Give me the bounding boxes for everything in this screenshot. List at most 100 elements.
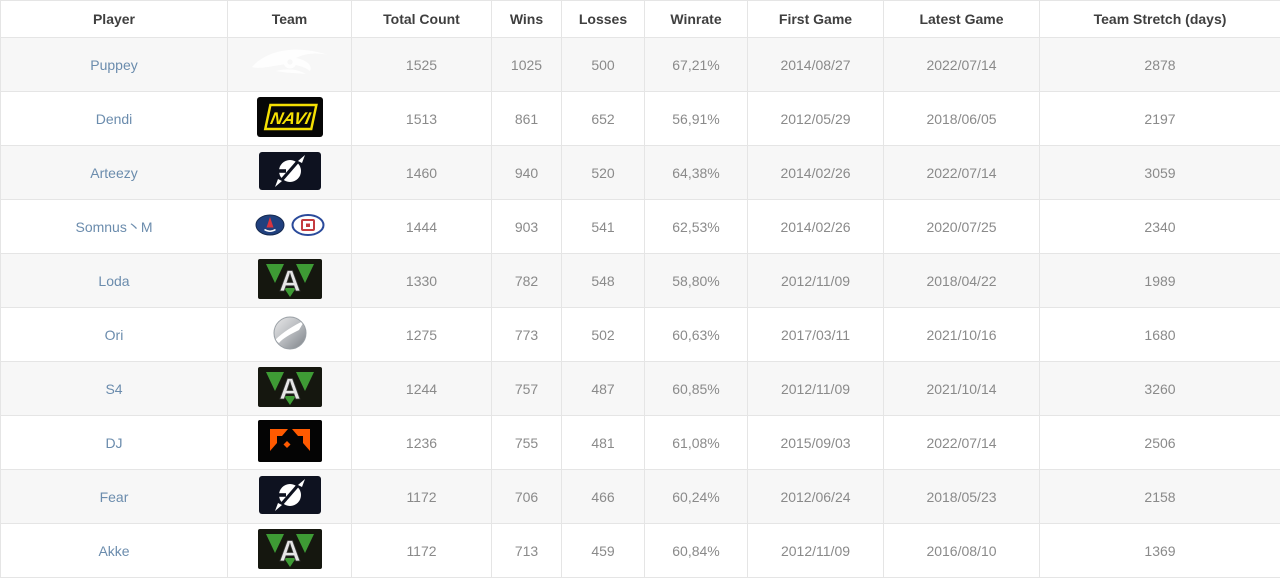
first-game-cell: 2014/02/26 — [747, 199, 884, 254]
wins-cell: 940 — [491, 145, 562, 200]
team-stretch-cell: 3059 — [1039, 145, 1280, 200]
player-cell: Puppey — [0, 37, 228, 92]
total-count-cell: 1236 — [351, 415, 492, 470]
losses-cell: 502 — [561, 307, 645, 362]
latest-game-cell: 2018/04/22 — [883, 253, 1040, 308]
first-game-cell: 2012/11/09 — [747, 253, 884, 308]
table-row: Ori 1275 773 502 60,63% 2017/03/11 2021/… — [0, 307, 1280, 362]
total-count-cell: 1172 — [351, 523, 492, 578]
first-game-cell: 2014/02/26 — [747, 145, 884, 200]
player-link[interactable]: Loda — [98, 272, 130, 289]
column-header-losses: Losses — [561, 0, 645, 38]
team-stretch-cell: 2878 — [1039, 37, 1280, 92]
wins-cell: 1025 — [491, 37, 562, 92]
team-cell: NAVI — [227, 91, 352, 146]
column-header-team-stretch: Team Stretch (days) — [1039, 0, 1280, 38]
latest-game-cell: 2022/07/14 — [883, 37, 1040, 92]
player-link[interactable]: Somnus丶M — [75, 218, 153, 235]
total-count-cell: 1460 — [351, 145, 492, 200]
winrate-cell: 58,80% — [644, 253, 748, 308]
psg-lgd-logo — [255, 214, 325, 236]
latest-game-cell: 2022/07/14 — [883, 415, 1040, 470]
wins-cell: 861 — [491, 91, 562, 146]
player-cell: Fear — [0, 469, 228, 524]
player-cell: Akke — [0, 523, 228, 578]
player-cell: Loda — [0, 253, 228, 308]
player-link[interactable]: Fear — [99, 488, 129, 505]
team-stretch-cell: 2158 — [1039, 469, 1280, 524]
team-stretch-cell: 2506 — [1039, 415, 1280, 470]
first-game-cell: 2015/09/03 — [747, 415, 884, 470]
table-row: S4 A 1244 757 487 60,85% 2012/11/09 2021… — [0, 361, 1280, 416]
player-link[interactable]: DJ — [105, 434, 123, 451]
latest-game-cell: 2020/07/25 — [883, 199, 1040, 254]
latest-game-cell: 2016/08/10 — [883, 523, 1040, 578]
table-row: Arteezy 1460 940 520 64,38% 2014/02/26 2… — [0, 145, 1280, 200]
team-stretch-cell: 1680 — [1039, 307, 1280, 362]
losses-cell: 481 — [561, 415, 645, 470]
player-link[interactable]: S4 — [105, 380, 123, 397]
winrate-cell: 67,21% — [644, 37, 748, 92]
player-link[interactable]: Ori — [104, 326, 124, 343]
team-cell — [227, 145, 352, 200]
total-count-cell: 1525 — [351, 37, 492, 92]
svg-text:A: A — [279, 535, 301, 568]
column-header-total-count: Total Count — [351, 0, 492, 38]
losses-cell: 652 — [561, 91, 645, 146]
alliance-logo: A — [257, 529, 322, 569]
team-cell — [227, 307, 352, 362]
player-cell: Dendi — [0, 91, 228, 146]
table-row: Puppey 1525 1025 500 67,21% 2014/08/27 2… — [0, 37, 1280, 92]
player-link[interactable]: Dendi — [95, 110, 133, 127]
latest-game-cell: 2018/06/05 — [883, 91, 1040, 146]
column-header-first-game: First Game — [747, 0, 884, 38]
alliance-logo: A — [257, 367, 322, 407]
team-stretch-cell: 2340 — [1039, 199, 1280, 254]
wins-cell: 713 — [491, 523, 562, 578]
latest-game-cell: 2018/05/23 — [883, 469, 1040, 524]
team-cell — [227, 199, 352, 254]
player-link[interactable]: Arteezy — [90, 164, 138, 181]
player-link[interactable]: Akke — [98, 542, 130, 559]
latest-game-cell: 2021/10/16 — [883, 307, 1040, 362]
vici-gaming-logo — [271, 314, 309, 352]
player-link[interactable]: Puppey — [90, 56, 138, 73]
first-game-cell: 2012/11/09 — [747, 361, 884, 416]
table-row: Loda A 1330 782 548 58,80% 2012/11/09 20… — [0, 253, 1280, 308]
column-header-wins: Wins — [491, 0, 562, 38]
winrate-cell: 60,63% — [644, 307, 748, 362]
table-row: DJ 1236 755 481 61,08% 2015/09/03 2022/0… — [0, 415, 1280, 470]
winrate-cell: 60,24% — [644, 469, 748, 524]
wins-cell: 773 — [491, 307, 562, 362]
player-cell: Somnus丶M — [0, 199, 228, 254]
column-header-player: Player — [0, 0, 228, 38]
player-cell: S4 — [0, 361, 228, 416]
total-count-cell: 1444 — [351, 199, 492, 254]
team-stretch-cell: 3260 — [1039, 361, 1280, 416]
column-header-team: Team — [227, 0, 352, 38]
team-cell — [227, 37, 352, 92]
table-row: Akke A 1172 713 459 60,84% 2012/11/09 20… — [0, 523, 1280, 578]
svg-text:A: A — [279, 265, 301, 298]
winrate-cell: 61,08% — [644, 415, 748, 470]
evil-geniuses-logo — [258, 152, 321, 190]
column-header-winrate: Winrate — [644, 0, 748, 38]
winrate-cell: 60,84% — [644, 523, 748, 578]
total-count-cell: 1330 — [351, 253, 492, 308]
fnatic-logo — [257, 420, 322, 462]
wins-cell: 903 — [491, 199, 562, 254]
evil-geniuses-logo — [258, 476, 321, 514]
losses-cell: 466 — [561, 469, 645, 524]
first-game-cell: 2017/03/11 — [747, 307, 884, 362]
total-count-cell: 1275 — [351, 307, 492, 362]
wins-cell: 782 — [491, 253, 562, 308]
latest-game-cell: 2021/10/14 — [883, 361, 1040, 416]
svg-text:A: A — [279, 373, 301, 406]
losses-cell: 548 — [561, 253, 645, 308]
total-count-cell: 1244 — [351, 361, 492, 416]
team-cell — [227, 415, 352, 470]
header-row: Player Team Total Count Wins Losses Winr… — [0, 0, 1280, 38]
first-game-cell: 2012/06/24 — [747, 469, 884, 524]
losses-cell: 487 — [561, 361, 645, 416]
